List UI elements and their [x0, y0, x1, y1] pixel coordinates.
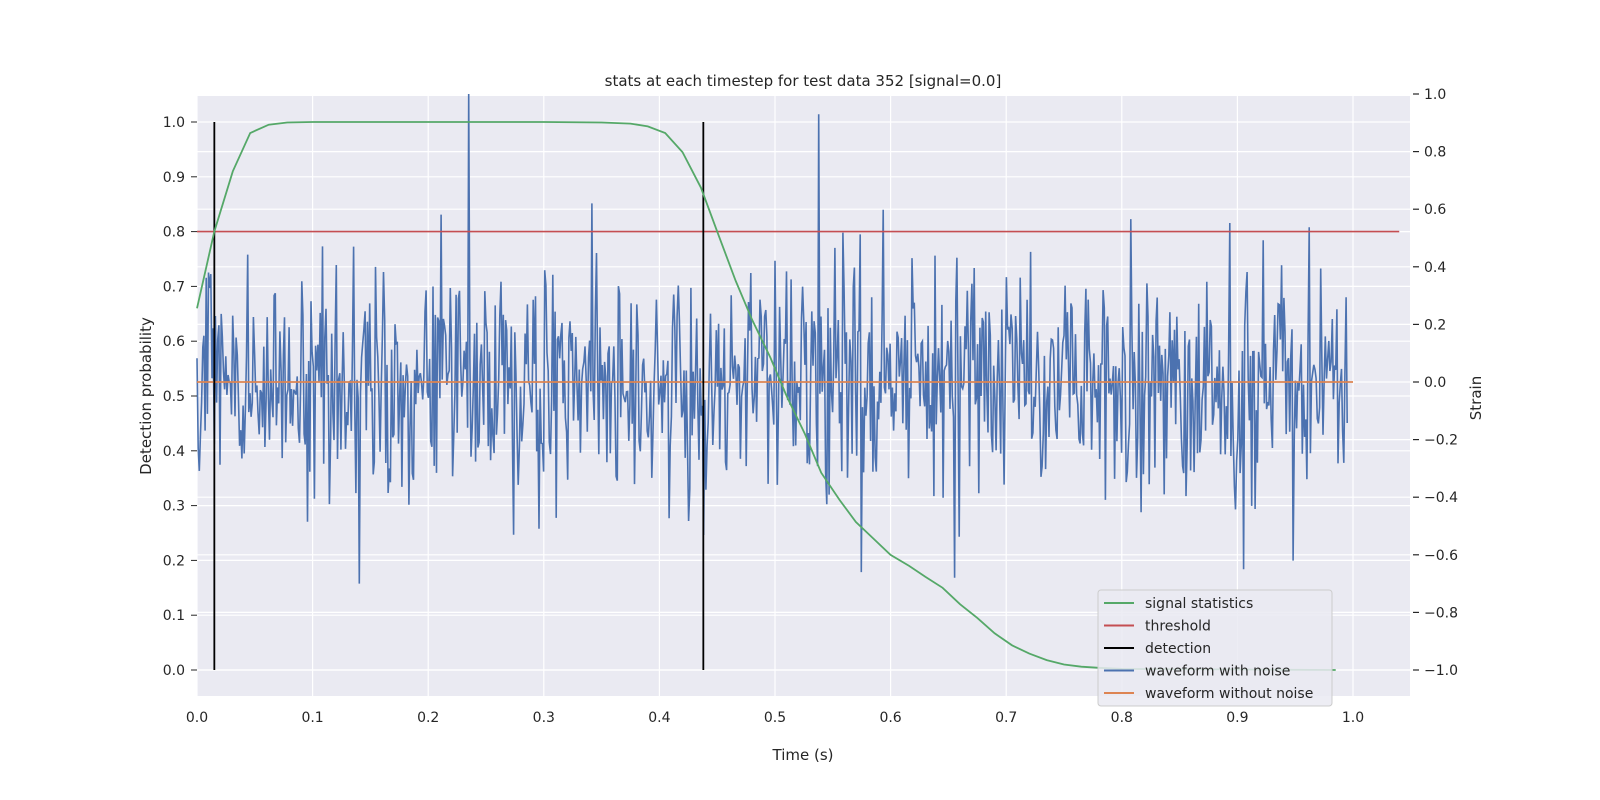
- right-y-tick-label: −0.4: [1424, 490, 1458, 506]
- y-tick-label: 0.9: [163, 170, 185, 186]
- x-tick-label: 0.3: [533, 710, 555, 726]
- x-tick-label: 0.7: [995, 710, 1017, 726]
- legend-box: [1097, 589, 1333, 707]
- y-tick-label: 0.8: [163, 225, 185, 241]
- y-tick-label: 0.3: [163, 499, 185, 515]
- waveform-with-noise-line: [196, 93, 1348, 584]
- x-tick-label: 0.0: [186, 710, 208, 726]
- y-tick-label: 0.4: [163, 444, 185, 460]
- y-tick-label: 0.6: [163, 334, 185, 350]
- y-axis-label: Detection probability: [137, 317, 155, 475]
- y-tick-label: 0.0: [163, 663, 185, 679]
- signal-statistics-line: [196, 121, 1336, 671]
- y-tick-label: 0.2: [163, 553, 185, 569]
- legend-label: waveform without noise: [1145, 686, 1313, 702]
- right-axis-ticks: −1.0 −0.8 −0.6 −0.4 −0.2 0.0 0.2 0.4 0.6 0.8 1.0: [1413, 87, 1458, 679]
- y-tick-label: 1.0: [163, 115, 185, 131]
- x-axis-ticks: 0.0 0.1 0.2 0.3 0.4 0.5 0.6 0.7 0.8 0.9 1.0: [186, 710, 1364, 726]
- x-tick-label: 0.2: [417, 710, 439, 726]
- right-y-tick-label: 0.2: [1424, 317, 1446, 333]
- right-y-tick-label: 1.0: [1424, 87, 1446, 103]
- right-y-tick-label: 0.8: [1424, 145, 1446, 161]
- legend-label: threshold: [1145, 619, 1211, 635]
- x-tick-label: 0.5: [764, 710, 786, 726]
- y-tick-label: 0.1: [163, 608, 185, 624]
- right-y-tick-label: 0.4: [1424, 260, 1446, 276]
- legend-label: signal statistics: [1145, 596, 1253, 612]
- right-y-tick-label: 0.0: [1424, 375, 1446, 391]
- right-y-tick-label: 0.6: [1424, 202, 1446, 218]
- right-y-tick-label: −0.2: [1424, 433, 1458, 449]
- signal-statistics-series: [196, 121, 1336, 671]
- y-tick-label: 0.5: [163, 389, 185, 405]
- x-tick-label: 0.9: [1226, 710, 1248, 726]
- x-tick-label: 0.1: [301, 710, 323, 726]
- x-tick-label: 0.6: [879, 710, 901, 726]
- legend: signal statistics threshold detection wavef…: [1097, 589, 1333, 707]
- right-y-tick-label: −1.0: [1424, 663, 1458, 679]
- legend-label: detection: [1145, 641, 1211, 657]
- x-tick-label: 0.8: [1111, 710, 1133, 726]
- right-y-tick-label: −0.8: [1424, 605, 1458, 621]
- right-y-axis-label: Strain: [1467, 376, 1485, 420]
- x-tick-label: 0.4: [648, 710, 670, 726]
- detection-series: [213, 122, 705, 670]
- chart-title: stats at each timestep for test data 352…: [605, 72, 1002, 90]
- x-axis-label: Time (s): [772, 746, 834, 764]
- x-tick-label: 1.0: [1342, 710, 1364, 726]
- legend-label: waveform with noise: [1145, 664, 1290, 680]
- right-y-tick-label: −0.6: [1424, 548, 1458, 564]
- left-axis-ticks: 0.0 0.1 0.2 0.3 0.4 0.5 0.6 0.7 0.8 0.9 1.0: [163, 115, 197, 679]
- waveform-with-noise-series: [196, 93, 1348, 584]
- y-tick-label: 0.7: [163, 279, 185, 295]
